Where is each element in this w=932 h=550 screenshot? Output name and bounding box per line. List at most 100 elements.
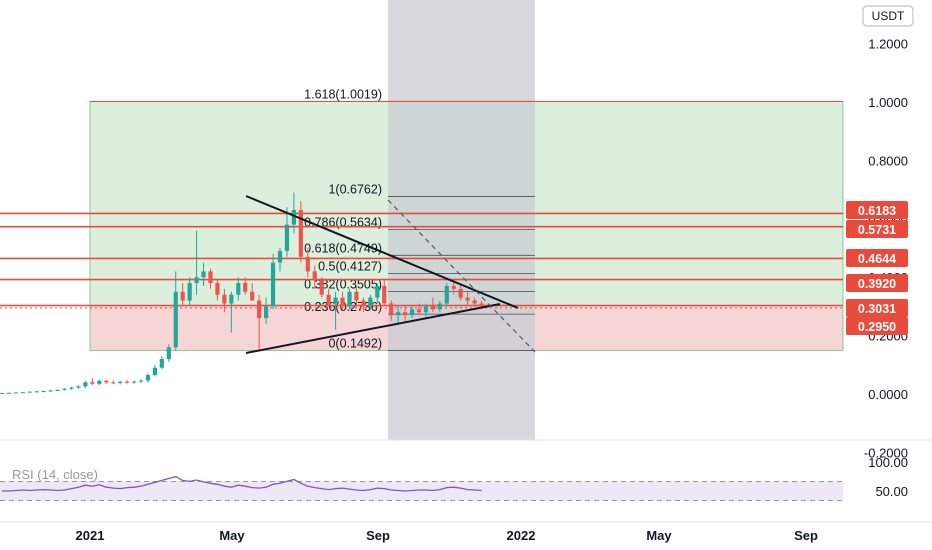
price-tags: 0.6183 0.5731 0.4644 0.3920 0.3031 0.2950 (846, 201, 908, 335)
candle-body (55, 389, 60, 391)
candle-body (69, 387, 74, 389)
candle-body (291, 210, 296, 225)
price-axis[interactable]: 1.20001.00000.80000.60000.40000.20000.00… (864, 37, 908, 461)
candle-body (118, 381, 123, 383)
candle-body (90, 382, 95, 384)
candle-body (465, 297, 470, 301)
candle-body (166, 347, 171, 359)
candle-body (347, 291, 352, 307)
price-tick: 0.0000 (868, 387, 908, 402)
price-tick: 1.2000 (868, 37, 908, 52)
rsi-tick: 100.00 (868, 455, 908, 470)
candle-body (173, 291, 178, 348)
time-tick: 2022 (507, 528, 536, 543)
price-tag-value: 0.4644 (858, 252, 896, 266)
candle-body (187, 283, 192, 301)
time-tick: Sep (366, 528, 390, 543)
price-tick: 0.8000 (868, 153, 908, 168)
candle-body (0, 393, 5, 395)
price-tag (846, 201, 908, 219)
candle-body (472, 300, 477, 304)
candle-body (382, 285, 387, 304)
fib-level-label: 0(0.1492) (328, 336, 382, 350)
candle-body (458, 288, 463, 298)
candle-body (138, 380, 144, 382)
candle-body (312, 271, 317, 281)
rsi-tick: 50.00 (875, 484, 908, 499)
candle-body (264, 306, 269, 319)
price-tag-value: 0.3031 (858, 302, 896, 316)
candle-body (6, 392, 12, 394)
candle-body (145, 375, 151, 381)
candle-body (354, 291, 359, 301)
candle-body (437, 303, 442, 310)
candle-body (451, 285, 456, 289)
time-tick: May (219, 528, 245, 543)
candle-body (284, 224, 290, 251)
candle-body (298, 210, 303, 257)
candle-body (125, 381, 130, 383)
rsi-pane: 100.00 50.00 (0, 439, 932, 502)
candle-body (159, 358, 164, 368)
price-tag-value: 0.5731 (858, 223, 896, 237)
rsi-band (0, 481, 843, 501)
time-tick: 2021 (76, 528, 105, 543)
candle-body (83, 382, 88, 387)
price-tag (846, 249, 908, 267)
candle-body (430, 306, 435, 310)
price-tag-value: 0.2950 (858, 320, 896, 334)
candle-body (250, 291, 255, 301)
candle-body (361, 300, 366, 307)
rsi-line (2, 475, 482, 492)
candle-body (13, 392, 18, 394)
candle-body (305, 256, 310, 272)
candle-body (423, 306, 429, 313)
price-tag (846, 220, 908, 238)
candle-body (368, 297, 373, 307)
candle-body (319, 280, 324, 295)
candle-body (403, 312, 408, 316)
candle-body (208, 271, 213, 284)
trendline-upper[interactable] (245, 195, 519, 309)
fib-level-label: 0.5(0.4127) (318, 259, 382, 273)
candle-body (194, 277, 199, 284)
candles[interactable] (0, 192, 484, 395)
candle-body (270, 262, 276, 307)
candle-body (48, 390, 53, 392)
candle-body (131, 381, 137, 383)
candle-body (97, 380, 102, 384)
price-tag-value: 0.6183 (858, 204, 896, 218)
time-axis[interactable]: 2021 May Sep 2022 May Sep (0, 521, 932, 543)
candle-body (375, 285, 380, 298)
time-tick: Sep (794, 528, 818, 543)
candle-body (229, 294, 234, 304)
candle-body (34, 391, 39, 393)
candle-body (409, 309, 415, 316)
candle-body (104, 380, 109, 383)
candle-body (277, 250, 283, 263)
currency-label: USDT (872, 9, 905, 23)
fib-level-label: 1.618(1.0019) (304, 87, 382, 101)
candle-body (152, 367, 157, 376)
candle-body (27, 391, 32, 393)
candle-body (76, 386, 81, 388)
candle-body (416, 309, 422, 313)
time-tick: May (646, 528, 672, 543)
fib-level-label: 0.618(0.4749) (304, 241, 382, 255)
price-tick: -0.2000 (864, 445, 908, 460)
trendline-lower[interactable] (245, 303, 501, 354)
candle-body (222, 294, 227, 304)
candle-body (41, 391, 46, 393)
shaded-range (388, 0, 535, 440)
candle-body (479, 303, 484, 307)
candle-body (396, 312, 401, 316)
candle-body (389, 303, 394, 316)
currency-badge[interactable]: USDT (862, 5, 914, 27)
candle-body (326, 294, 331, 304)
candle-body (201, 271, 206, 278)
candle-body (236, 283, 241, 295)
candle-body (180, 291, 185, 301)
price-tag (846, 317, 908, 335)
candle-body (257, 300, 262, 319)
